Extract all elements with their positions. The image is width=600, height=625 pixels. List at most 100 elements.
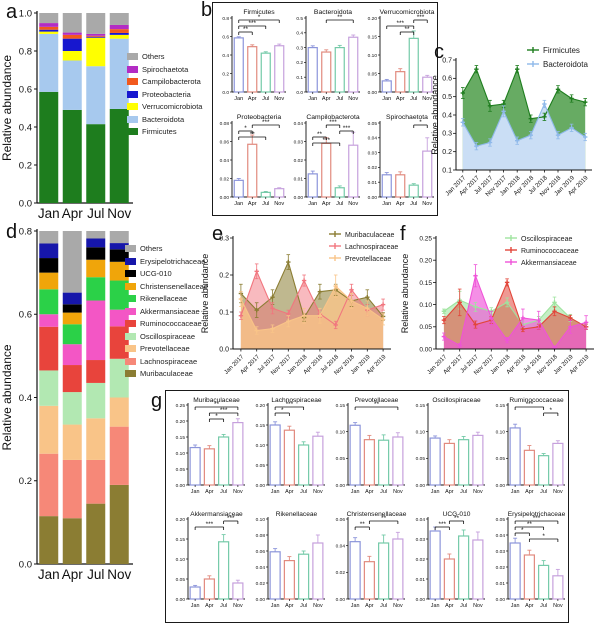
svg-text:Jan: Jan xyxy=(382,96,391,102)
legend-item: Oscillospiraceae xyxy=(504,234,579,244)
svg-text:0.05: 0.05 xyxy=(176,467,186,473)
svg-text:0.15: 0.15 xyxy=(176,435,186,441)
svg-text:0.03: 0.03 xyxy=(416,537,426,543)
svg-text:***: *** xyxy=(286,401,294,408)
svg-text:0.05: 0.05 xyxy=(496,517,506,523)
svg-text:Jan: Jan xyxy=(271,603,280,609)
svg-text:0.00: 0.00 xyxy=(220,195,230,201)
legend-label: Christensenellaceae xyxy=(140,281,208,291)
svg-text:Nov: Nov xyxy=(473,603,483,609)
svg-text:0.00: 0.00 xyxy=(368,90,378,96)
subchart-akkermansiaceae: Akkermansiaceae 0.00 0.05 0.10 0.15 0.20 Jan Ap… xyxy=(176,511,245,609)
svg-text:0.03: 0.03 xyxy=(368,150,378,156)
svg-text:0.04: 0.04 xyxy=(416,517,426,523)
panel-a: a 0.0 0.2 0.4 0.6 0.8 1.0 Relative abundance Ja… xyxy=(0,0,202,222)
legend-swatch xyxy=(127,53,138,61)
svg-text:0.04: 0.04 xyxy=(368,136,378,142)
panel-d: d 0.0 0.2 0.4 0.6 0.8 Relative abundance Jan Ap… xyxy=(0,222,208,586)
sig-brackets: **** xyxy=(514,401,559,416)
svg-text:Proteobacteria: Proteobacteria xyxy=(237,114,281,121)
svg-text:0.00: 0.00 xyxy=(176,597,186,603)
svg-text:0.3: 0.3 xyxy=(442,131,452,138)
svg-text:0.4: 0.4 xyxy=(222,53,229,59)
legend-item: Oscillospiraceae xyxy=(125,332,208,341)
svg-text:0.1: 0.1 xyxy=(219,309,229,316)
svg-text:Apr: Apr xyxy=(525,603,534,609)
legend-label: Campilobacterota xyxy=(142,77,201,86)
svg-text:Muribaculaceae: Muribaculaceae xyxy=(193,397,240,404)
svg-text:0.15: 0.15 xyxy=(336,403,346,409)
sig-brackets: **** xyxy=(354,515,399,530)
svg-text:0.6: 0.6 xyxy=(442,76,452,83)
legend-label: Ruminococcaceae xyxy=(521,247,579,255)
legend-item: Muribaculaceae xyxy=(125,370,208,378)
subchart-muribaculaceae: Muribaculaceae 0.00 0.05 0.10 0.15 0.20 0.25 Ja… xyxy=(176,397,245,495)
svg-text:0.6: 0.6 xyxy=(222,34,229,40)
sig-brackets: ******** xyxy=(386,14,428,35)
legend-label: Lachnospiraceae xyxy=(140,356,198,366)
legend-swatch xyxy=(127,78,138,86)
svg-text:0.15: 0.15 xyxy=(176,537,186,543)
svg-text:**: ** xyxy=(404,26,410,33)
svg-text:0.10: 0.10 xyxy=(496,429,506,435)
svg-text:0.0: 0.0 xyxy=(219,346,229,353)
sig-brackets: *** *** xyxy=(194,515,239,530)
legend-label: Oscillospiraceae xyxy=(521,235,573,243)
legend-label: Bacteroidota xyxy=(142,114,185,124)
svg-text:Apr: Apr xyxy=(322,201,331,207)
bars: Jan Apr Jul Nov xyxy=(349,422,404,495)
svg-text:Apr: Apr xyxy=(285,489,294,495)
legend-item: Prevotellaceae xyxy=(328,254,398,264)
svg-text:Nov: Nov xyxy=(553,603,563,609)
svg-text:Relative abundance: Relative abundance xyxy=(200,254,210,334)
legend-label: Muribaculaceae xyxy=(345,231,395,239)
axes: 0.00 0.01 0.02 0.03 0.04 0.05 xyxy=(368,121,434,201)
svg-text:0.02: 0.02 xyxy=(416,557,426,563)
subchart-rikenellaceae: Rikenellaceae 0.00 0.02 0.04 0.06 0.08 0.10 Jan… xyxy=(256,511,325,609)
svg-text:0.00: 0.00 xyxy=(294,195,304,201)
svg-text:***: *** xyxy=(533,515,541,522)
bars: Jan Apr Jul Nov xyxy=(429,526,484,609)
svg-text:*: * xyxy=(244,125,247,132)
subchart-proteobacteria: Proteobacteria 0.00 0.02 0.04 0.06 0.08 Jan Apr… xyxy=(220,114,286,207)
panel-f-chart-mount: 0.00 0.05 0.10 0.15 0.20 0.25 Relative abundan… xyxy=(398,222,600,394)
svg-text:Nov: Nov xyxy=(553,489,563,495)
svg-text:**: ** xyxy=(243,26,249,33)
svg-text:0.20: 0.20 xyxy=(419,258,432,265)
axes: 0.00 0.05 0.10 0.15 0.20 0.25 Relative abundan… xyxy=(400,235,594,353)
legend-swatch xyxy=(127,115,138,123)
svg-text:0.05: 0.05 xyxy=(256,463,266,469)
panel-a-chart: 0.0 0.2 0.4 0.6 0.8 1.0 Relative abundance Jan A… xyxy=(0,8,133,221)
svg-text:Relative abundance: Relative abundance xyxy=(0,344,14,450)
svg-text:***: *** xyxy=(227,515,235,522)
svg-text:***: *** xyxy=(322,137,330,144)
panel-e-chart: 0.0 0.1 0.2 0.3 Relative abundance Jan 2017Ap… xyxy=(200,235,391,377)
bars: Jan Apr Jul Nov xyxy=(509,537,564,609)
legend-item: Lachnospiraceae xyxy=(125,356,208,366)
svg-text:Rikenellaceae: Rikenellaceae xyxy=(276,511,318,518)
svg-text:0.00: 0.00 xyxy=(256,597,266,603)
svg-text:0.08: 0.08 xyxy=(256,533,266,539)
svg-text:Nov: Nov xyxy=(313,603,323,609)
svg-text:0.10: 0.10 xyxy=(368,53,378,59)
svg-text:0.01: 0.01 xyxy=(294,176,304,182)
legend-item: Bacteroidota xyxy=(127,114,202,124)
panel-a-label: a xyxy=(6,1,18,23)
svg-text:Nov: Nov xyxy=(422,96,432,102)
area-fills xyxy=(443,275,587,349)
svg-text:Christensenellaceae: Christensenellaceae xyxy=(347,511,407,518)
legend-swatch xyxy=(125,357,136,365)
svg-text:0.03: 0.03 xyxy=(294,139,304,145)
svg-text:Nov: Nov xyxy=(473,489,483,495)
series-lines xyxy=(441,264,589,350)
panel-d-chart: 0.0 0.2 0.4 0.6 0.8 Relative abundance Jan Apr J… xyxy=(0,226,133,582)
svg-text:*: * xyxy=(521,527,524,534)
svg-text:Jan: Jan xyxy=(511,603,520,609)
svg-text:0.00: 0.00 xyxy=(419,346,432,353)
svg-text:Nov: Nov xyxy=(422,201,432,207)
svg-text:Jan: Jan xyxy=(351,489,360,495)
svg-text:0.8: 0.8 xyxy=(222,16,229,22)
svg-text:0.2: 0.2 xyxy=(219,272,229,279)
svg-text:Prevotellaceae: Prevotellaceae xyxy=(355,397,399,404)
